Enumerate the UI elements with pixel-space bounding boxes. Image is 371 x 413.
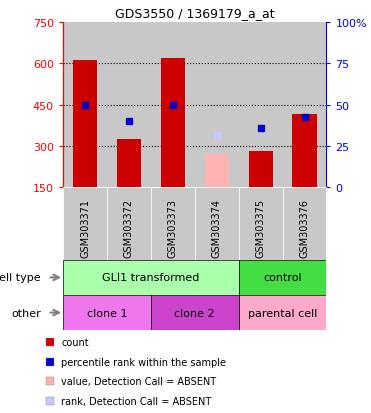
Text: clone 1: clone 1 [87,308,127,318]
Bar [151,188,195,260]
Title: GDS3550 / 1369179_a_at: GDS3550 / 1369179_a_at [115,7,275,20]
Bar [151,23,195,188]
Bar [73,61,97,188]
Bar [107,188,151,260]
Bar [63,188,107,260]
Text: GSM303375: GSM303375 [256,199,266,258]
Text: percentile rank within the sample: percentile rank within the sample [62,357,226,367]
Bar [195,23,239,188]
Bar [63,295,151,330]
Text: parental cell: parental cell [248,308,317,318]
Text: cell type: cell type [0,273,41,283]
Bar [195,188,239,260]
Text: control: control [263,273,302,283]
Text: value, Detection Call = ABSENT: value, Detection Call = ABSENT [62,376,217,387]
Text: GSM303371: GSM303371 [80,199,90,258]
Bar [239,23,283,188]
Text: GSM303373: GSM303373 [168,199,178,258]
Bar [283,23,326,188]
Text: GSM303376: GSM303376 [299,199,309,258]
Bar [117,140,141,188]
Text: GSM303374: GSM303374 [212,199,222,258]
Text: GLI1 transformed: GLI1 transformed [102,273,200,283]
Bar [292,115,316,188]
Text: rank, Detection Call = ABSENT: rank, Detection Call = ABSENT [62,396,212,406]
Bar [205,155,229,188]
Text: other: other [12,308,41,318]
Bar [239,260,326,295]
Bar [283,188,326,260]
Text: clone 2: clone 2 [174,308,215,318]
Bar [63,23,107,188]
Bar [249,152,273,188]
Bar [63,260,239,295]
Text: count: count [62,337,89,347]
Bar [107,23,151,188]
Text: GSM303372: GSM303372 [124,199,134,258]
Bar [161,59,185,188]
Bar [151,295,239,330]
Bar [239,188,283,260]
Bar [239,295,326,330]
